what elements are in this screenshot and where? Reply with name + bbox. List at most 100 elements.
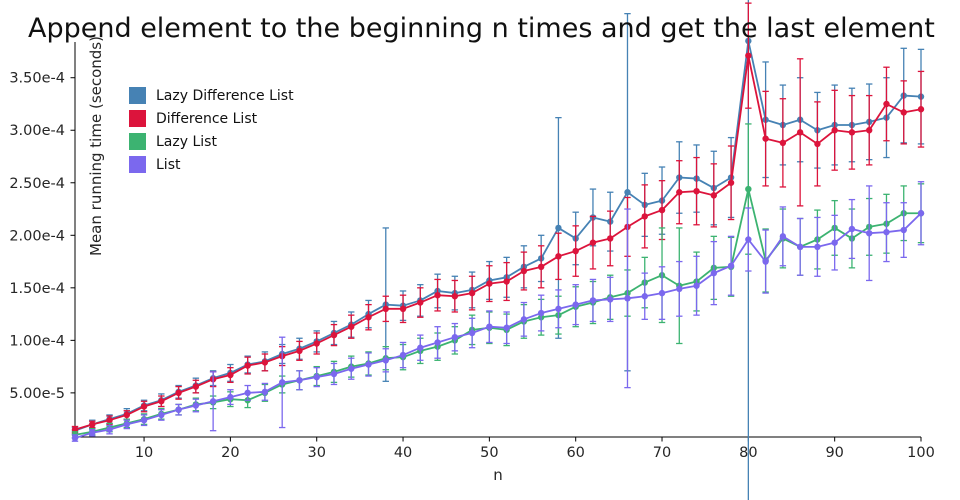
x-tick-label: 60 xyxy=(566,445,584,461)
y-tick-label: 2.00e-4 xyxy=(9,228,65,244)
data-point xyxy=(261,359,269,366)
data-point xyxy=(727,179,735,186)
y-axis-label: Mean running time (seconds) xyxy=(87,36,105,256)
data-point xyxy=(417,344,424,351)
data-point xyxy=(434,339,441,346)
data-point xyxy=(330,370,338,378)
data-point xyxy=(693,282,700,289)
data-point xyxy=(745,52,752,59)
data-point xyxy=(831,127,838,134)
data-point xyxy=(676,189,683,196)
data-point xyxy=(158,398,165,405)
x-tick-label: 20 xyxy=(221,445,239,461)
data-point xyxy=(848,129,856,136)
data-point xyxy=(814,243,821,251)
y-tick-label: 3.00e-4 xyxy=(9,123,65,139)
legend-item-difference-list: Difference List xyxy=(129,110,294,127)
legend-item-list: List xyxy=(129,156,294,173)
data-point xyxy=(710,269,718,277)
data-point xyxy=(589,297,597,304)
series-difference-list xyxy=(71,2,925,434)
series-line-lazy-list xyxy=(74,188,921,436)
data-point xyxy=(658,206,666,214)
data-point xyxy=(486,323,493,330)
y-tick-label: 1.00e-4 xyxy=(9,333,65,349)
data-point xyxy=(192,402,200,409)
data-point xyxy=(779,139,787,147)
data-point xyxy=(296,377,303,384)
legend-label: Difference List xyxy=(156,110,258,127)
data-point xyxy=(313,340,320,347)
data-point xyxy=(641,293,648,300)
data-point xyxy=(106,416,113,424)
data-point xyxy=(382,357,389,364)
data-point xyxy=(537,263,545,271)
x-tick-label: 50 xyxy=(480,445,498,461)
data-point xyxy=(572,247,579,255)
x-tick-label: 30 xyxy=(307,445,325,461)
data-point xyxy=(537,309,545,317)
data-point xyxy=(607,296,614,303)
data-point xyxy=(520,316,528,323)
x-tick-label: 70 xyxy=(653,445,671,461)
data-point xyxy=(693,187,700,195)
legend: Lazy Difference List Difference List Lazy … xyxy=(129,87,294,173)
data-point xyxy=(607,235,614,242)
data-point xyxy=(796,243,804,251)
data-point xyxy=(365,361,372,368)
data-point xyxy=(330,331,338,339)
chart-title: Append element to the beginning n times … xyxy=(28,13,935,44)
data-point xyxy=(900,109,907,116)
data-point xyxy=(624,189,631,196)
data-point xyxy=(883,100,890,108)
data-point xyxy=(866,229,873,237)
data-point xyxy=(589,239,597,246)
legend-swatch-lazy-difference-list xyxy=(129,87,146,104)
data-point xyxy=(624,295,631,302)
data-point xyxy=(434,291,441,299)
data-point xyxy=(348,323,355,330)
legend-swatch-list xyxy=(129,156,146,173)
y-tick-label: 2.50e-4 xyxy=(9,176,65,192)
legend-label: Lazy List xyxy=(156,133,217,150)
data-point xyxy=(209,398,217,405)
data-point xyxy=(158,411,165,419)
data-point xyxy=(313,373,320,381)
data-point xyxy=(417,299,424,306)
data-point xyxy=(779,233,787,240)
data-point xyxy=(745,236,752,243)
legend-swatch-difference-list xyxy=(129,110,146,127)
legend-label: Lazy Difference List xyxy=(156,87,294,104)
data-point xyxy=(917,106,925,113)
data-point xyxy=(140,416,148,424)
legend-item-lazy-difference-list: Lazy Difference List xyxy=(129,87,294,104)
data-point xyxy=(399,305,407,313)
data-point xyxy=(831,239,838,246)
data-point xyxy=(486,280,493,287)
data-point xyxy=(140,403,148,410)
data-point xyxy=(382,305,389,313)
data-point xyxy=(762,135,769,142)
data-point xyxy=(123,411,130,419)
data-point xyxy=(555,305,562,313)
data-point xyxy=(192,383,200,390)
data-point xyxy=(917,210,925,217)
data-point xyxy=(175,389,182,397)
data-point xyxy=(278,379,286,386)
x-tick-labels: 10 20 30 40 50 60 70 80 90 100 xyxy=(135,437,935,461)
y-tick-label: 5.00e-5 xyxy=(9,386,65,402)
data-point xyxy=(555,253,562,260)
data-point xyxy=(106,426,113,433)
data-point xyxy=(227,371,234,379)
data-point xyxy=(503,324,510,331)
y-tick-label: 3.50e-4 xyxy=(9,71,65,87)
legend-swatch-lazy-list xyxy=(129,133,146,150)
y-tick-label: 1.50e-4 xyxy=(9,281,65,297)
data-point xyxy=(883,228,890,236)
data-point xyxy=(745,185,752,193)
data-point xyxy=(399,351,407,359)
data-point xyxy=(451,333,459,341)
data-point xyxy=(296,347,303,355)
